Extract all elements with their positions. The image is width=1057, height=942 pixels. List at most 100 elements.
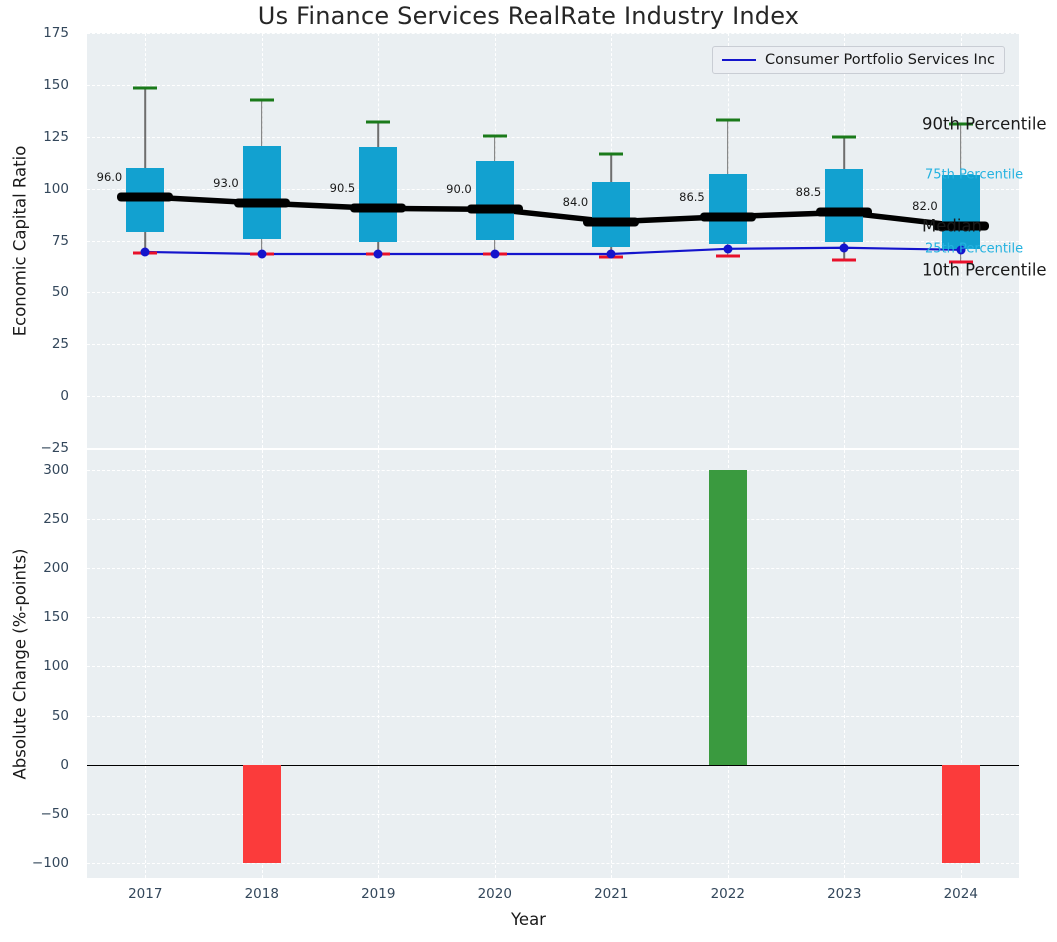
gridline-vertical xyxy=(145,450,147,878)
company-data-point xyxy=(257,249,267,259)
company-data-point xyxy=(490,249,500,259)
whisker-cap-90th xyxy=(133,86,158,90)
y-tick-label-top: 50 xyxy=(51,284,69,301)
company-data-point xyxy=(373,249,383,259)
whisker-cap-90th xyxy=(715,118,740,122)
x-tick-label: 2021 xyxy=(594,886,629,902)
whisker-cap-90th xyxy=(599,152,624,156)
x-tick-label: 2023 xyxy=(827,886,862,902)
y-tick-label-bottom: −100 xyxy=(31,855,69,872)
y-tick-label-top: 0 xyxy=(60,388,69,405)
y-tick-label-bottom: −50 xyxy=(40,806,70,823)
annotation-90th-percentile: 90th Percentile xyxy=(922,114,1047,134)
bottom-y-axis: 300 250 200 150 100 50 0 −50 −100 xyxy=(0,450,78,878)
interquartile-box xyxy=(242,146,281,240)
gridline-horizontal xyxy=(87,469,1019,471)
median-marker xyxy=(699,212,756,222)
x-tick-label: 2018 xyxy=(244,886,279,902)
gridline-horizontal xyxy=(87,188,1019,190)
legend-label: Consumer Portfolio Services Inc xyxy=(765,52,995,68)
zero-baseline xyxy=(87,764,1019,766)
industry-percentile-panel xyxy=(87,33,1019,449)
gridline-horizontal xyxy=(87,814,1019,816)
bar-negative xyxy=(941,764,980,864)
gridline-vertical xyxy=(960,450,962,878)
y-tick-label-top: −25 xyxy=(40,440,70,456)
y-tick-label-top: 25 xyxy=(51,336,69,353)
gridline-vertical xyxy=(378,450,380,878)
whisker-cap-90th xyxy=(948,122,973,126)
annotation-10th-percentile: 10th Percentile xyxy=(922,260,1047,280)
whisker-cap-90th xyxy=(249,98,274,102)
company-data-point xyxy=(956,245,966,255)
top-y-axis-title: Economic Capital Ratio xyxy=(8,33,32,448)
legend: Consumer Portfolio Services Inc xyxy=(712,46,1005,74)
median-marker xyxy=(233,198,290,208)
interquartile-box xyxy=(475,160,514,241)
median-marker xyxy=(583,217,640,227)
y-tick-label-top: 125 xyxy=(43,128,69,145)
whisker-cap-90th xyxy=(482,134,507,138)
median-value-label: 90.0 xyxy=(446,182,472,197)
gridline-horizontal xyxy=(87,666,1019,668)
x-axis-title: Year xyxy=(511,910,546,929)
annotation-25th-percentile: 25th Percentile xyxy=(925,241,1024,257)
bar-negative xyxy=(242,764,281,864)
annotation-median: Median xyxy=(922,216,983,236)
x-tick-label: 2024 xyxy=(943,886,978,902)
interquartile-box xyxy=(825,168,864,242)
median-marker xyxy=(816,207,873,217)
whisker-cap-10th xyxy=(948,260,973,264)
y-tick-label-bottom: 150 xyxy=(43,609,69,626)
x-tick-label: 2019 xyxy=(361,886,396,902)
interquartile-box xyxy=(941,175,980,249)
gridline-horizontal xyxy=(87,396,1019,398)
y-tick-label-bottom: 50 xyxy=(51,707,69,724)
y-tick-label-top: 175 xyxy=(43,25,69,41)
median-value-label: 84.0 xyxy=(562,194,589,209)
gridline-horizontal xyxy=(87,33,1019,34)
gridline-horizontal xyxy=(87,448,1019,449)
median-value-label: 86.5 xyxy=(679,189,705,204)
y-tick-label-bottom: 250 xyxy=(43,510,69,527)
median-value-label: 88.5 xyxy=(795,185,822,200)
gridline-horizontal xyxy=(87,292,1019,294)
interquartile-box xyxy=(359,147,398,242)
company-data-point xyxy=(839,243,849,253)
median-value-label: 93.0 xyxy=(213,176,239,191)
gridline-horizontal xyxy=(87,344,1019,346)
median-marker xyxy=(350,203,407,213)
whisker-cap-10th xyxy=(715,254,740,258)
x-tick-label: 2022 xyxy=(710,886,745,902)
chart-title: Us Finance Services RealRate Industry In… xyxy=(257,2,800,30)
company-data-point xyxy=(606,249,616,259)
whisker-cap-90th xyxy=(832,135,857,139)
top-y-axis: 175 150 125 100 75 50 25 0 −25 xyxy=(0,25,78,456)
y-tick-label-bottom: 300 xyxy=(43,461,69,478)
median-marker xyxy=(117,192,174,202)
legend-line-swatch xyxy=(722,59,756,61)
annotation-75th-percentile: 75th Percentile xyxy=(925,167,1024,183)
interquartile-box xyxy=(592,182,631,247)
y-tick-label-bottom: 0 xyxy=(60,756,69,773)
gridline-vertical xyxy=(261,450,263,878)
bottom-y-axis-title-text: Absolute Change (%-points) xyxy=(10,548,30,780)
y-tick-label-bottom: 100 xyxy=(43,658,69,675)
x-tick-label: 2020 xyxy=(477,886,512,902)
gridline-horizontal xyxy=(87,617,1019,619)
median-marker xyxy=(932,221,989,231)
median-value-label: 82.0 xyxy=(912,198,938,213)
y-tick-label-top: 100 xyxy=(43,180,69,197)
median-marker xyxy=(466,204,523,214)
y-tick-label-top: 75 xyxy=(51,232,69,249)
gridline-vertical xyxy=(844,450,846,878)
gridline-horizontal xyxy=(87,518,1019,520)
company-data-point xyxy=(140,247,150,257)
gridline-vertical xyxy=(611,450,613,878)
median-value-label: 96.0 xyxy=(96,169,123,184)
top-y-axis-title-text: Economic Capital Ratio xyxy=(10,145,30,336)
y-tick-label-bottom: 200 xyxy=(43,560,69,577)
gridline-horizontal xyxy=(87,863,1019,865)
gridline-horizontal xyxy=(87,240,1019,242)
